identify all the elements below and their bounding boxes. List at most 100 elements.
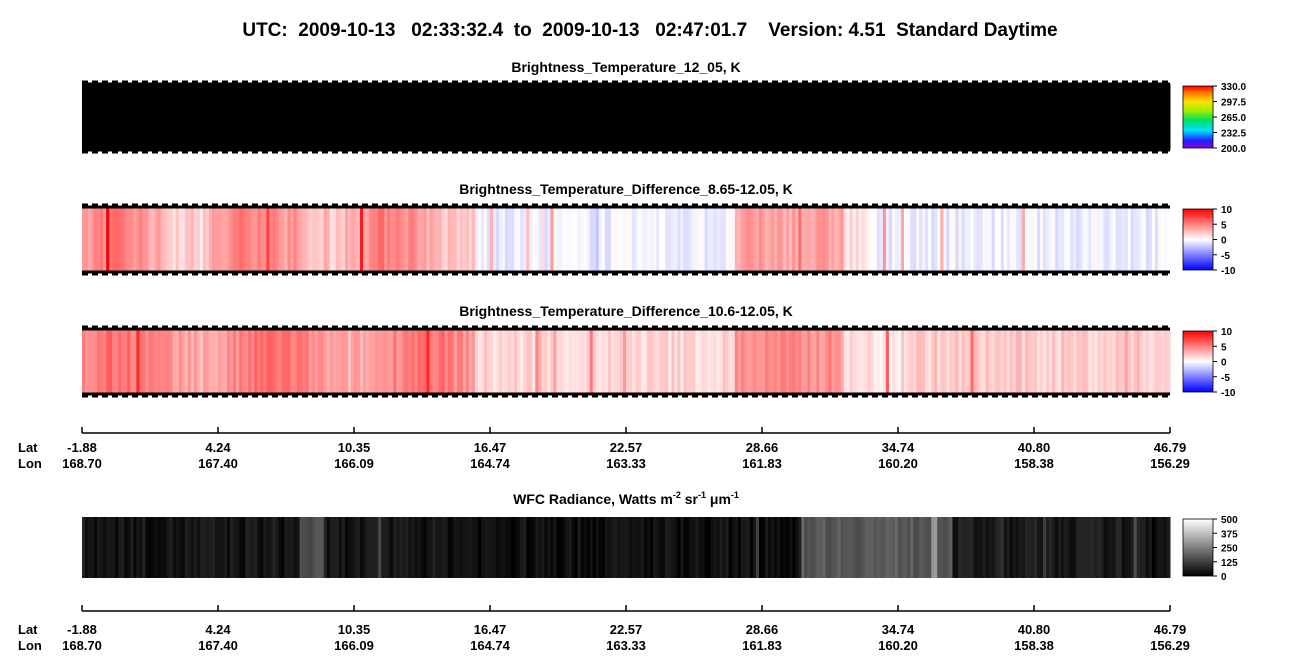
swath-strip bbox=[810, 84, 814, 150]
swath-strip bbox=[562, 84, 567, 150]
swath-strip bbox=[565, 517, 570, 578]
swath-strip bbox=[819, 84, 823, 150]
swath-strip bbox=[1058, 329, 1062, 394]
swath-strip bbox=[592, 84, 597, 150]
swath-strip bbox=[610, 84, 615, 150]
swath-strip bbox=[807, 84, 811, 150]
swath-strip bbox=[870, 84, 875, 150]
swath-strip bbox=[106, 517, 110, 578]
swath-strip bbox=[124, 329, 128, 394]
lon-tick-label: 156.29 bbox=[1150, 638, 1190, 653]
swath-strip bbox=[616, 207, 621, 272]
swath-strip bbox=[837, 329, 842, 394]
title-text: Brightness_Temperature_12_05, K bbox=[511, 59, 740, 75]
swath-strip bbox=[592, 207, 597, 272]
swath-strip bbox=[275, 84, 279, 150]
swath-strip bbox=[858, 84, 863, 150]
swath-strip bbox=[360, 329, 364, 394]
swath-strip bbox=[169, 329, 174, 394]
swath-strip bbox=[1009, 517, 1014, 578]
swath-strip bbox=[372, 207, 376, 272]
swath-strip bbox=[1160, 517, 1165, 578]
swath-strip bbox=[1088, 517, 1092, 578]
swath-strip bbox=[674, 84, 678, 150]
swath-strip bbox=[970, 329, 975, 394]
swath-strip bbox=[1136, 84, 1141, 150]
swath-strip bbox=[335, 84, 340, 150]
swath-strip bbox=[317, 84, 322, 150]
swath-strip bbox=[493, 84, 497, 150]
swath-strip bbox=[218, 207, 222, 272]
swath-strip bbox=[130, 207, 134, 272]
swath-strip bbox=[517, 329, 521, 394]
swath-strip bbox=[417, 84, 421, 150]
swath-strip bbox=[665, 207, 669, 272]
swath-strip bbox=[725, 517, 730, 578]
swath-strip bbox=[148, 517, 153, 578]
swath-strip bbox=[242, 517, 246, 578]
swath-strip bbox=[765, 207, 769, 272]
swath-strip bbox=[354, 517, 358, 578]
swath-strip bbox=[490, 207, 494, 272]
swath-strip bbox=[1055, 517, 1059, 578]
swath-strip bbox=[299, 84, 304, 150]
swath-strip bbox=[758, 207, 763, 272]
swath-strip bbox=[251, 329, 255, 394]
swath-strip bbox=[940, 329, 944, 394]
swath-strip bbox=[1037, 329, 1041, 394]
swath-strip bbox=[589, 329, 594, 394]
swath-strip bbox=[641, 329, 645, 394]
swath-strip bbox=[577, 517, 582, 578]
swath-strip bbox=[290, 329, 295, 394]
swath-strip bbox=[157, 329, 162, 394]
swath-strip bbox=[344, 517, 349, 578]
swath-strip bbox=[372, 517, 376, 578]
swath-strip bbox=[879, 329, 884, 394]
swath-strip bbox=[384, 84, 388, 150]
swath-strip bbox=[1000, 517, 1005, 578]
swath-strip bbox=[559, 207, 564, 272]
swath-strip bbox=[402, 207, 406, 272]
swath-strip bbox=[432, 84, 437, 150]
swath-strip bbox=[819, 207, 823, 272]
swath-strip bbox=[991, 329, 996, 394]
swath-strip bbox=[668, 84, 672, 150]
swath-strip bbox=[163, 207, 168, 272]
swath-strip bbox=[314, 517, 319, 578]
swath-strip bbox=[1145, 329, 1150, 394]
swath-strip bbox=[952, 517, 956, 578]
swath-strip bbox=[946, 207, 950, 272]
swath-strip bbox=[224, 329, 228, 394]
swath-strip bbox=[864, 517, 869, 578]
title-superscript: -1 bbox=[731, 490, 739, 500]
swath-strip bbox=[547, 84, 551, 150]
swath-strip bbox=[562, 207, 567, 272]
swath-strip bbox=[417, 517, 421, 578]
swath-strip bbox=[221, 207, 225, 272]
swath-strip bbox=[553, 84, 557, 150]
swath-strip bbox=[502, 329, 506, 394]
swath-strip bbox=[251, 84, 255, 150]
swath-strip bbox=[904, 329, 908, 394]
swath-strip bbox=[499, 207, 503, 272]
swath-strip bbox=[843, 329, 848, 394]
swath-strip bbox=[656, 84, 660, 150]
swath-strip bbox=[695, 84, 700, 150]
swath-strip bbox=[369, 329, 373, 394]
swath-strip bbox=[1151, 517, 1156, 578]
swath-strip bbox=[740, 207, 745, 272]
swath-strip bbox=[544, 84, 548, 150]
swath-strip bbox=[647, 207, 651, 272]
swath-strip bbox=[468, 84, 473, 150]
swath-strip bbox=[774, 84, 778, 150]
swath-strip bbox=[716, 207, 721, 272]
swath-strip bbox=[595, 329, 600, 394]
swath-strip bbox=[934, 207, 938, 272]
swath-strip bbox=[1124, 329, 1129, 394]
swath-strip bbox=[1127, 329, 1132, 394]
swath-strip bbox=[462, 517, 467, 578]
swath-strip bbox=[777, 517, 781, 578]
panel-title: Brightness_Temperature_Difference_8.65-1… bbox=[459, 181, 793, 197]
swath-strip bbox=[520, 84, 524, 150]
swath-strip bbox=[1112, 329, 1117, 394]
